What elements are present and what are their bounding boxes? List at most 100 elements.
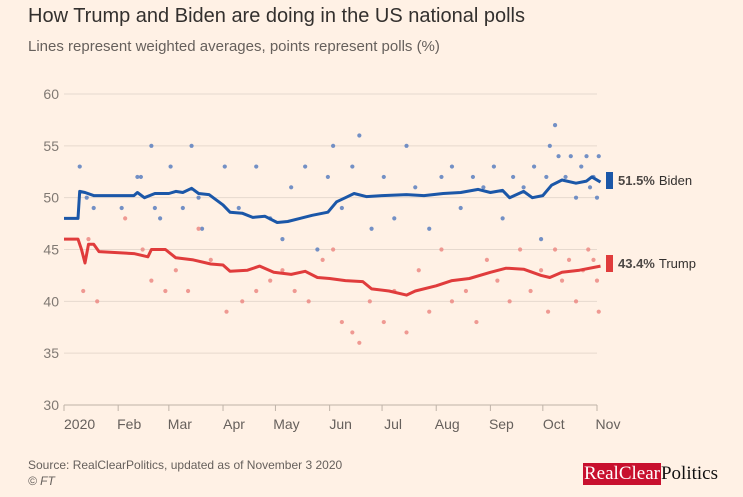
biden-poll-point <box>189 143 194 148</box>
biden-poll-point <box>573 195 579 200</box>
biden-poll-point <box>331 143 336 148</box>
biden-poll-point <box>458 205 463 211</box>
trump-poll-point <box>484 257 490 262</box>
trump-poll-point <box>240 299 245 304</box>
logo-part-1: RealClear <box>583 463 661 485</box>
biden-poll-point <box>538 237 544 242</box>
trump-poll-point <box>350 330 355 335</box>
x-tick-label: Apr <box>223 416 245 432</box>
biden-poll-point <box>392 216 397 221</box>
biden-poll-point <box>84 195 89 200</box>
biden-poll-point <box>152 205 157 211</box>
source-note: Source: RealClearPolitics, updated as of… <box>28 458 343 472</box>
trump-poll-point <box>594 278 600 283</box>
trump-poll-point <box>538 268 544 273</box>
biden-poll-point <box>369 226 374 231</box>
biden-poll-point <box>511 174 516 180</box>
trump-poll-point <box>591 257 596 262</box>
biden-poll-point <box>500 216 505 221</box>
trump-poll-point <box>367 299 372 304</box>
y-tick-label: 35 <box>43 345 59 361</box>
credit: © FT <box>28 474 55 488</box>
trump-poll-point <box>404 330 409 335</box>
biden-poll-point <box>196 195 201 200</box>
biden-poll-point <box>149 143 154 148</box>
biden-average-line <box>64 175 602 224</box>
x-tick-label: Aug <box>435 416 460 432</box>
biden-end-label: 51.5% Biden <box>606 172 692 189</box>
trump-poll-point <box>474 319 479 325</box>
trump-poll-point <box>185 288 191 294</box>
biden-poll-point <box>77 164 82 169</box>
trump-poll-point <box>552 247 558 252</box>
x-tick-label: Mar <box>168 416 192 432</box>
biden-poll-point <box>552 123 558 128</box>
biden-poll-point <box>481 185 486 190</box>
trump-poll-point <box>559 278 565 283</box>
y-tick-label: 45 <box>43 242 59 258</box>
trump-poll-point <box>81 288 86 294</box>
trump-poll-point <box>518 247 523 252</box>
biden-poll-point <box>180 205 185 211</box>
trump-poll-point <box>586 247 591 252</box>
trump-poll-point <box>381 319 386 325</box>
trump-final-value: 43.4% <box>618 256 655 271</box>
x-tick-label: Jul <box>384 416 402 432</box>
biden-poll-point <box>199 226 205 231</box>
biden-poll-point <box>325 174 330 180</box>
trump-poll-point <box>149 278 154 283</box>
biden-poll-point <box>315 247 320 252</box>
biden-poll-point <box>587 185 593 190</box>
x-tick-label: Oct <box>543 416 565 432</box>
biden-poll-point <box>381 174 386 180</box>
trump-poll-point <box>95 299 100 304</box>
biden-final-value: 51.5% <box>618 173 655 188</box>
trump-poll-point <box>463 288 469 294</box>
y-tick-label: 40 <box>43 293 59 309</box>
biden-poll-point <box>168 164 173 169</box>
biden-poll-point <box>236 205 241 211</box>
trump-poll-point <box>196 226 201 231</box>
trump-poll-point <box>268 278 273 283</box>
trump-poll-point <box>528 288 533 294</box>
trump-poll-point <box>427 309 432 314</box>
biden-poll-point <box>594 195 600 200</box>
biden-poll-point <box>568 154 573 159</box>
biden-poll-point <box>303 164 308 169</box>
biden-poll-point <box>579 164 584 169</box>
trump-poll-point <box>140 247 145 252</box>
biden-poll-point <box>544 174 549 180</box>
trump-poll-point <box>254 288 259 294</box>
biden-poll-point <box>547 143 552 148</box>
trump-poll-point <box>495 278 500 283</box>
biden-poll-point <box>357 133 362 138</box>
trump-swatch <box>606 255 613 272</box>
biden-poll-point <box>135 174 140 180</box>
trump-poll-point <box>306 299 311 304</box>
biden-poll-point <box>563 174 568 180</box>
y-tick-label: 30 <box>43 397 59 413</box>
biden-poll-point <box>470 174 476 180</box>
trump-poll-point <box>566 257 572 262</box>
biden-poll-point <box>339 205 344 211</box>
trump-name: Trump <box>658 256 696 271</box>
x-tick-label: 2020 <box>64 416 95 432</box>
trump-poll-point <box>208 257 213 262</box>
biden-poll-point <box>521 185 526 190</box>
trump-poll-point <box>596 309 601 314</box>
x-tick-label: Nov <box>596 416 621 432</box>
biden-swatch <box>606 172 613 189</box>
y-tick-label: 50 <box>43 190 59 206</box>
biden-poll-point <box>556 154 561 159</box>
biden-poll-point <box>158 216 163 221</box>
trump-end-label: 43.4% Trump <box>606 255 696 272</box>
chart-title: How Trump and Biden are doing in the US … <box>28 5 525 27</box>
biden-poll-point <box>596 154 601 159</box>
biden-poll-point <box>222 164 227 169</box>
biden-poll-point <box>138 174 143 180</box>
trump-poll-point <box>439 247 444 252</box>
trump-poll-point <box>331 247 336 252</box>
x-tick-label: May <box>273 416 299 432</box>
trump-poll-point <box>320 257 325 262</box>
